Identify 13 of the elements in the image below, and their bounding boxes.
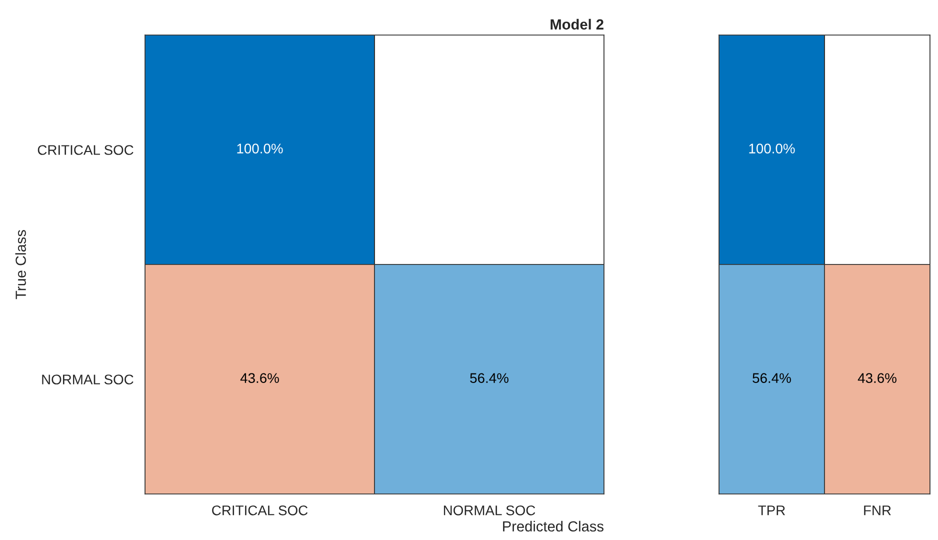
- x-tick-label: FNR: [864, 506, 891, 516]
- data-label: 56.4%: [752, 373, 791, 383]
- data-label: 56.4%: [470, 373, 508, 383]
- data-label: 43.6%: [858, 373, 896, 383]
- data-label: 100.0%: [237, 144, 283, 154]
- x-tick-label: CRITICAL SOC: [212, 505, 308, 516]
- chart-title: Model 2: [550, 18, 604, 30]
- y-axis-title: True Class: [15, 230, 26, 300]
- x-tick-label: NORMAL SOC: [444, 505, 536, 516]
- x-axis-title: Predicted Class: [503, 520, 604, 532]
- data-label: 100.0%: [749, 144, 795, 154]
- data-label: 43.6%: [240, 373, 279, 383]
- x-tick-label: TPR: [758, 506, 785, 516]
